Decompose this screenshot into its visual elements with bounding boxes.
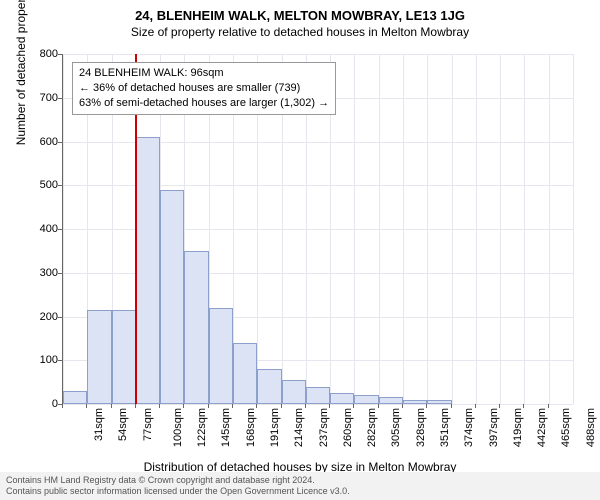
x-tick-mark [86, 404, 87, 408]
y-tick-label: 0 [18, 398, 58, 410]
x-tick-label: 442sqm [536, 408, 548, 447]
grid-line-v [63, 54, 64, 404]
x-tick-mark [426, 404, 427, 408]
histogram-bar [427, 400, 451, 404]
grid-line-v [476, 54, 477, 404]
x-tick-label: 145sqm [221, 408, 233, 447]
x-tick-label: 191sqm [269, 408, 281, 447]
histogram-bar [282, 380, 306, 404]
histogram-bar [112, 310, 136, 404]
y-tick-mark [58, 317, 62, 318]
grid-line-v [403, 54, 404, 404]
grid-line-v [500, 54, 501, 404]
y-tick-label: 700 [18, 92, 58, 104]
y-tick-mark [58, 54, 62, 55]
grid-line-v [427, 54, 428, 404]
x-tick-label: 305sqm [391, 408, 403, 447]
x-tick-label: 100sqm [172, 408, 184, 447]
footer-line-2: Contains public sector information licen… [6, 486, 594, 497]
x-tick-mark [475, 404, 476, 408]
y-tick-label: 600 [18, 136, 58, 148]
histogram-bar [136, 137, 160, 404]
x-tick-mark [378, 404, 379, 408]
histogram-bar [209, 308, 233, 404]
annotation-line-1: 24 BLENHEIM WALK: 96sqm [79, 66, 329, 81]
histogram-bar [330, 393, 354, 404]
page-title: 24, BLENHEIM WALK, MELTON MOWBRAY, LE13 … [0, 0, 600, 23]
x-tick-mark [208, 404, 209, 408]
x-tick-mark [232, 404, 233, 408]
x-tick-label: 374sqm [463, 408, 475, 447]
x-tick-mark [329, 404, 330, 408]
x-tick-mark [256, 404, 257, 408]
histogram-bar [354, 395, 378, 404]
grid-line-h [63, 54, 573, 55]
x-tick-mark [548, 404, 549, 408]
x-tick-mark [353, 404, 354, 408]
x-tick-label: 168sqm [245, 408, 257, 447]
x-tick-label: 351sqm [439, 408, 451, 447]
grid-line-v [549, 54, 550, 404]
y-tick-mark [58, 98, 62, 99]
histogram-bar [403, 400, 427, 404]
page-subtitle: Size of property relative to detached ho… [0, 23, 600, 39]
y-axis-label: Number of detached properties [14, 0, 28, 145]
y-tick-mark [58, 185, 62, 186]
y-tick-mark [58, 229, 62, 230]
grid-line-v [379, 54, 380, 404]
histogram-bar [160, 190, 184, 404]
x-tick-mark [499, 404, 500, 408]
annotation-line-2: ← 36% of detached houses are smaller (73… [79, 81, 329, 96]
y-tick-mark [58, 142, 62, 143]
histogram-bar [233, 343, 257, 404]
y-tick-label: 500 [18, 179, 58, 191]
histogram-bar [87, 310, 111, 404]
annotation-box: 24 BLENHEIM WALK: 96sqm ← 36% of detache… [72, 62, 336, 115]
histogram-bar [379, 397, 403, 404]
x-tick-label: 31sqm [93, 408, 105, 441]
x-tick-label: 397sqm [488, 408, 500, 447]
x-tick-mark [281, 404, 282, 408]
y-tick-mark [58, 273, 62, 274]
grid-line-v [452, 54, 453, 404]
x-tick-mark [111, 404, 112, 408]
x-tick-label: 488sqm [585, 408, 597, 447]
x-tick-label: 465sqm [561, 408, 573, 447]
y-tick-label: 400 [18, 223, 58, 235]
x-tick-mark [135, 404, 136, 408]
footer-attribution: Contains HM Land Registry data © Crown c… [0, 472, 600, 500]
x-tick-mark [183, 404, 184, 408]
histogram-bar [184, 251, 208, 404]
y-tick-label: 200 [18, 311, 58, 323]
histogram-bar [306, 387, 330, 405]
x-tick-label: 260sqm [342, 408, 354, 447]
x-tick-mark [402, 404, 403, 408]
histogram-bar [257, 369, 281, 404]
grid-line-h [63, 404, 573, 405]
x-tick-label: 282sqm [366, 408, 378, 447]
x-tick-mark [451, 404, 452, 408]
x-tick-label: 122sqm [196, 408, 208, 447]
grid-line-v [573, 54, 574, 404]
y-tick-label: 800 [18, 48, 58, 60]
y-tick-label: 300 [18, 267, 58, 279]
x-tick-mark [159, 404, 160, 408]
grid-line-v [524, 54, 525, 404]
annotation-line-3: 63% of semi-detached houses are larger (… [79, 96, 329, 111]
y-tick-mark [58, 360, 62, 361]
footer-line-1: Contains HM Land Registry data © Crown c… [6, 475, 594, 486]
x-tick-label: 214sqm [293, 408, 305, 447]
y-tick-label: 100 [18, 354, 58, 366]
x-tick-label: 237sqm [318, 408, 330, 447]
chart-container: 24, BLENHEIM WALK, MELTON MOWBRAY, LE13 … [0, 0, 600, 500]
x-tick-label: 328sqm [415, 408, 427, 447]
x-tick-mark [523, 404, 524, 408]
x-tick-label: 77sqm [142, 408, 154, 441]
x-tick-label: 419sqm [512, 408, 524, 447]
x-tick-mark [305, 404, 306, 408]
histogram-bar [63, 391, 87, 404]
x-tick-label: 54sqm [117, 408, 129, 441]
grid-line-v [354, 54, 355, 404]
x-tick-mark [62, 404, 63, 408]
